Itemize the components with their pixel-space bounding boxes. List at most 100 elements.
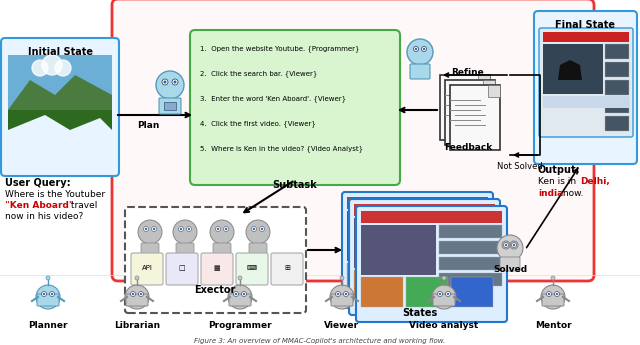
Polygon shape [478, 75, 490, 87]
Circle shape [228, 285, 252, 309]
Bar [450, 85, 500, 150]
Circle shape [432, 285, 456, 309]
Circle shape [162, 79, 168, 85]
Circle shape [132, 293, 134, 295]
Circle shape [42, 292, 47, 296]
Text: Where is the Youtuber: Where is the Youtuber [5, 190, 105, 199]
Polygon shape [483, 80, 495, 92]
Text: Feedback: Feedback [444, 143, 492, 152]
Text: 5.  Where is Ken in the video? {Video Analyst}: 5. Where is Ken in the video? {Video Ana… [200, 145, 363, 152]
FancyBboxPatch shape [349, 199, 500, 315]
Bar [406, 277, 448, 307]
Text: "Ken Aboard": "Ken Aboard" [5, 201, 74, 210]
Text: ⊞: ⊞ [284, 265, 290, 271]
Circle shape [163, 80, 166, 83]
Circle shape [51, 293, 53, 295]
Bar [354, 270, 396, 300]
Text: Output:: Output: [538, 165, 580, 175]
Text: india: india [538, 189, 563, 198]
Circle shape [447, 293, 449, 295]
Circle shape [442, 276, 446, 280]
Circle shape [145, 228, 147, 230]
Text: now in his video?: now in his video? [5, 212, 83, 221]
Circle shape [49, 292, 54, 296]
Circle shape [407, 39, 433, 65]
Bar [445, 80, 495, 145]
Circle shape [337, 293, 339, 295]
Circle shape [234, 292, 239, 296]
Bar [543, 32, 629, 42]
Circle shape [253, 228, 255, 230]
Bar [605, 62, 629, 77]
Circle shape [505, 244, 507, 246]
Circle shape [172, 79, 178, 85]
Bar [361, 211, 502, 223]
Text: Mentor: Mentor [534, 321, 572, 330]
Circle shape [547, 292, 552, 296]
Circle shape [225, 228, 227, 230]
Text: User Query:: User Query: [5, 178, 70, 188]
Circle shape [235, 293, 237, 295]
Bar [605, 98, 629, 113]
Circle shape [43, 293, 45, 295]
Text: travel: travel [68, 201, 97, 210]
Circle shape [497, 235, 523, 261]
Bar [164, 102, 176, 110]
Text: Viewer: Viewer [324, 321, 360, 330]
Bar [354, 218, 429, 268]
FancyBboxPatch shape [236, 253, 268, 285]
Circle shape [548, 293, 550, 295]
Text: Programmer: Programmer [208, 321, 272, 330]
FancyBboxPatch shape [534, 11, 637, 164]
Polygon shape [8, 110, 112, 130]
Bar [425, 211, 488, 224]
FancyBboxPatch shape [249, 243, 267, 255]
Polygon shape [488, 85, 500, 97]
Text: Solved: Solved [493, 265, 527, 274]
FancyBboxPatch shape [356, 206, 507, 322]
Circle shape [131, 292, 136, 296]
Circle shape [438, 292, 442, 296]
Circle shape [210, 220, 234, 244]
Bar [440, 75, 490, 140]
FancyBboxPatch shape [176, 243, 194, 255]
Bar [347, 211, 422, 261]
Text: Video analyst: Video analyst [410, 321, 479, 330]
FancyBboxPatch shape [112, 0, 594, 281]
Circle shape [152, 227, 157, 231]
Text: Final State: Final State [555, 20, 615, 30]
Bar [439, 241, 502, 254]
Polygon shape [8, 75, 112, 110]
FancyBboxPatch shape [37, 294, 59, 306]
Circle shape [223, 227, 228, 231]
Text: Figure 3: An overview of MMAC-Copilot's architecture and working flow.: Figure 3: An overview of MMAC-Copilot's … [195, 338, 445, 344]
Bar [361, 277, 403, 307]
Circle shape [186, 227, 191, 231]
Circle shape [32, 60, 48, 76]
FancyBboxPatch shape [271, 253, 303, 285]
Text: Librarian: Librarian [114, 321, 160, 330]
Bar [437, 263, 479, 293]
Bar [392, 263, 434, 293]
Text: ▦: ▦ [214, 265, 220, 271]
FancyBboxPatch shape [131, 253, 163, 285]
Circle shape [261, 228, 263, 230]
Circle shape [173, 220, 197, 244]
Text: □: □ [179, 265, 186, 271]
FancyBboxPatch shape [190, 30, 400, 185]
Circle shape [259, 227, 264, 231]
Bar [8, 55, 112, 110]
Bar [425, 243, 488, 256]
Circle shape [153, 228, 155, 230]
Circle shape [156, 71, 184, 99]
Bar [451, 277, 493, 307]
Circle shape [423, 48, 425, 50]
Text: now.: now. [560, 189, 584, 198]
FancyBboxPatch shape [342, 192, 493, 308]
Bar [439, 273, 502, 286]
Bar [432, 234, 495, 247]
Circle shape [216, 227, 221, 231]
FancyBboxPatch shape [331, 294, 353, 306]
Circle shape [179, 227, 184, 231]
Circle shape [46, 276, 50, 280]
